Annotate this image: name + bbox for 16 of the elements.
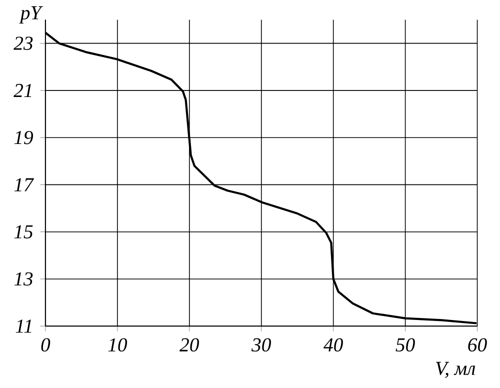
x-axis-title: V, мл: [436, 362, 475, 378]
y-tick-label: 23: [14, 36, 33, 50]
y-tick-label: 15: [14, 225, 33, 238]
x-tick-label: 30: [251, 338, 271, 352]
y-tick-label: 21: [14, 84, 32, 97]
x-tick-label: 20: [180, 338, 200, 352]
y-axis-title: pY: [19, 6, 43, 24]
y-tick-label: 13: [14, 272, 33, 286]
y-tick-label: 11: [16, 319, 32, 332]
x-tick-label: 50: [396, 338, 415, 352]
x-tick-label: 0: [41, 338, 50, 352]
x-tick-label: 40: [324, 338, 343, 352]
x-tick-label: 10: [108, 338, 128, 352]
x-tick-label: 60: [468, 338, 487, 352]
y-tick-label: 19: [14, 130, 34, 144]
y-tick-label: 17: [14, 178, 34, 192]
